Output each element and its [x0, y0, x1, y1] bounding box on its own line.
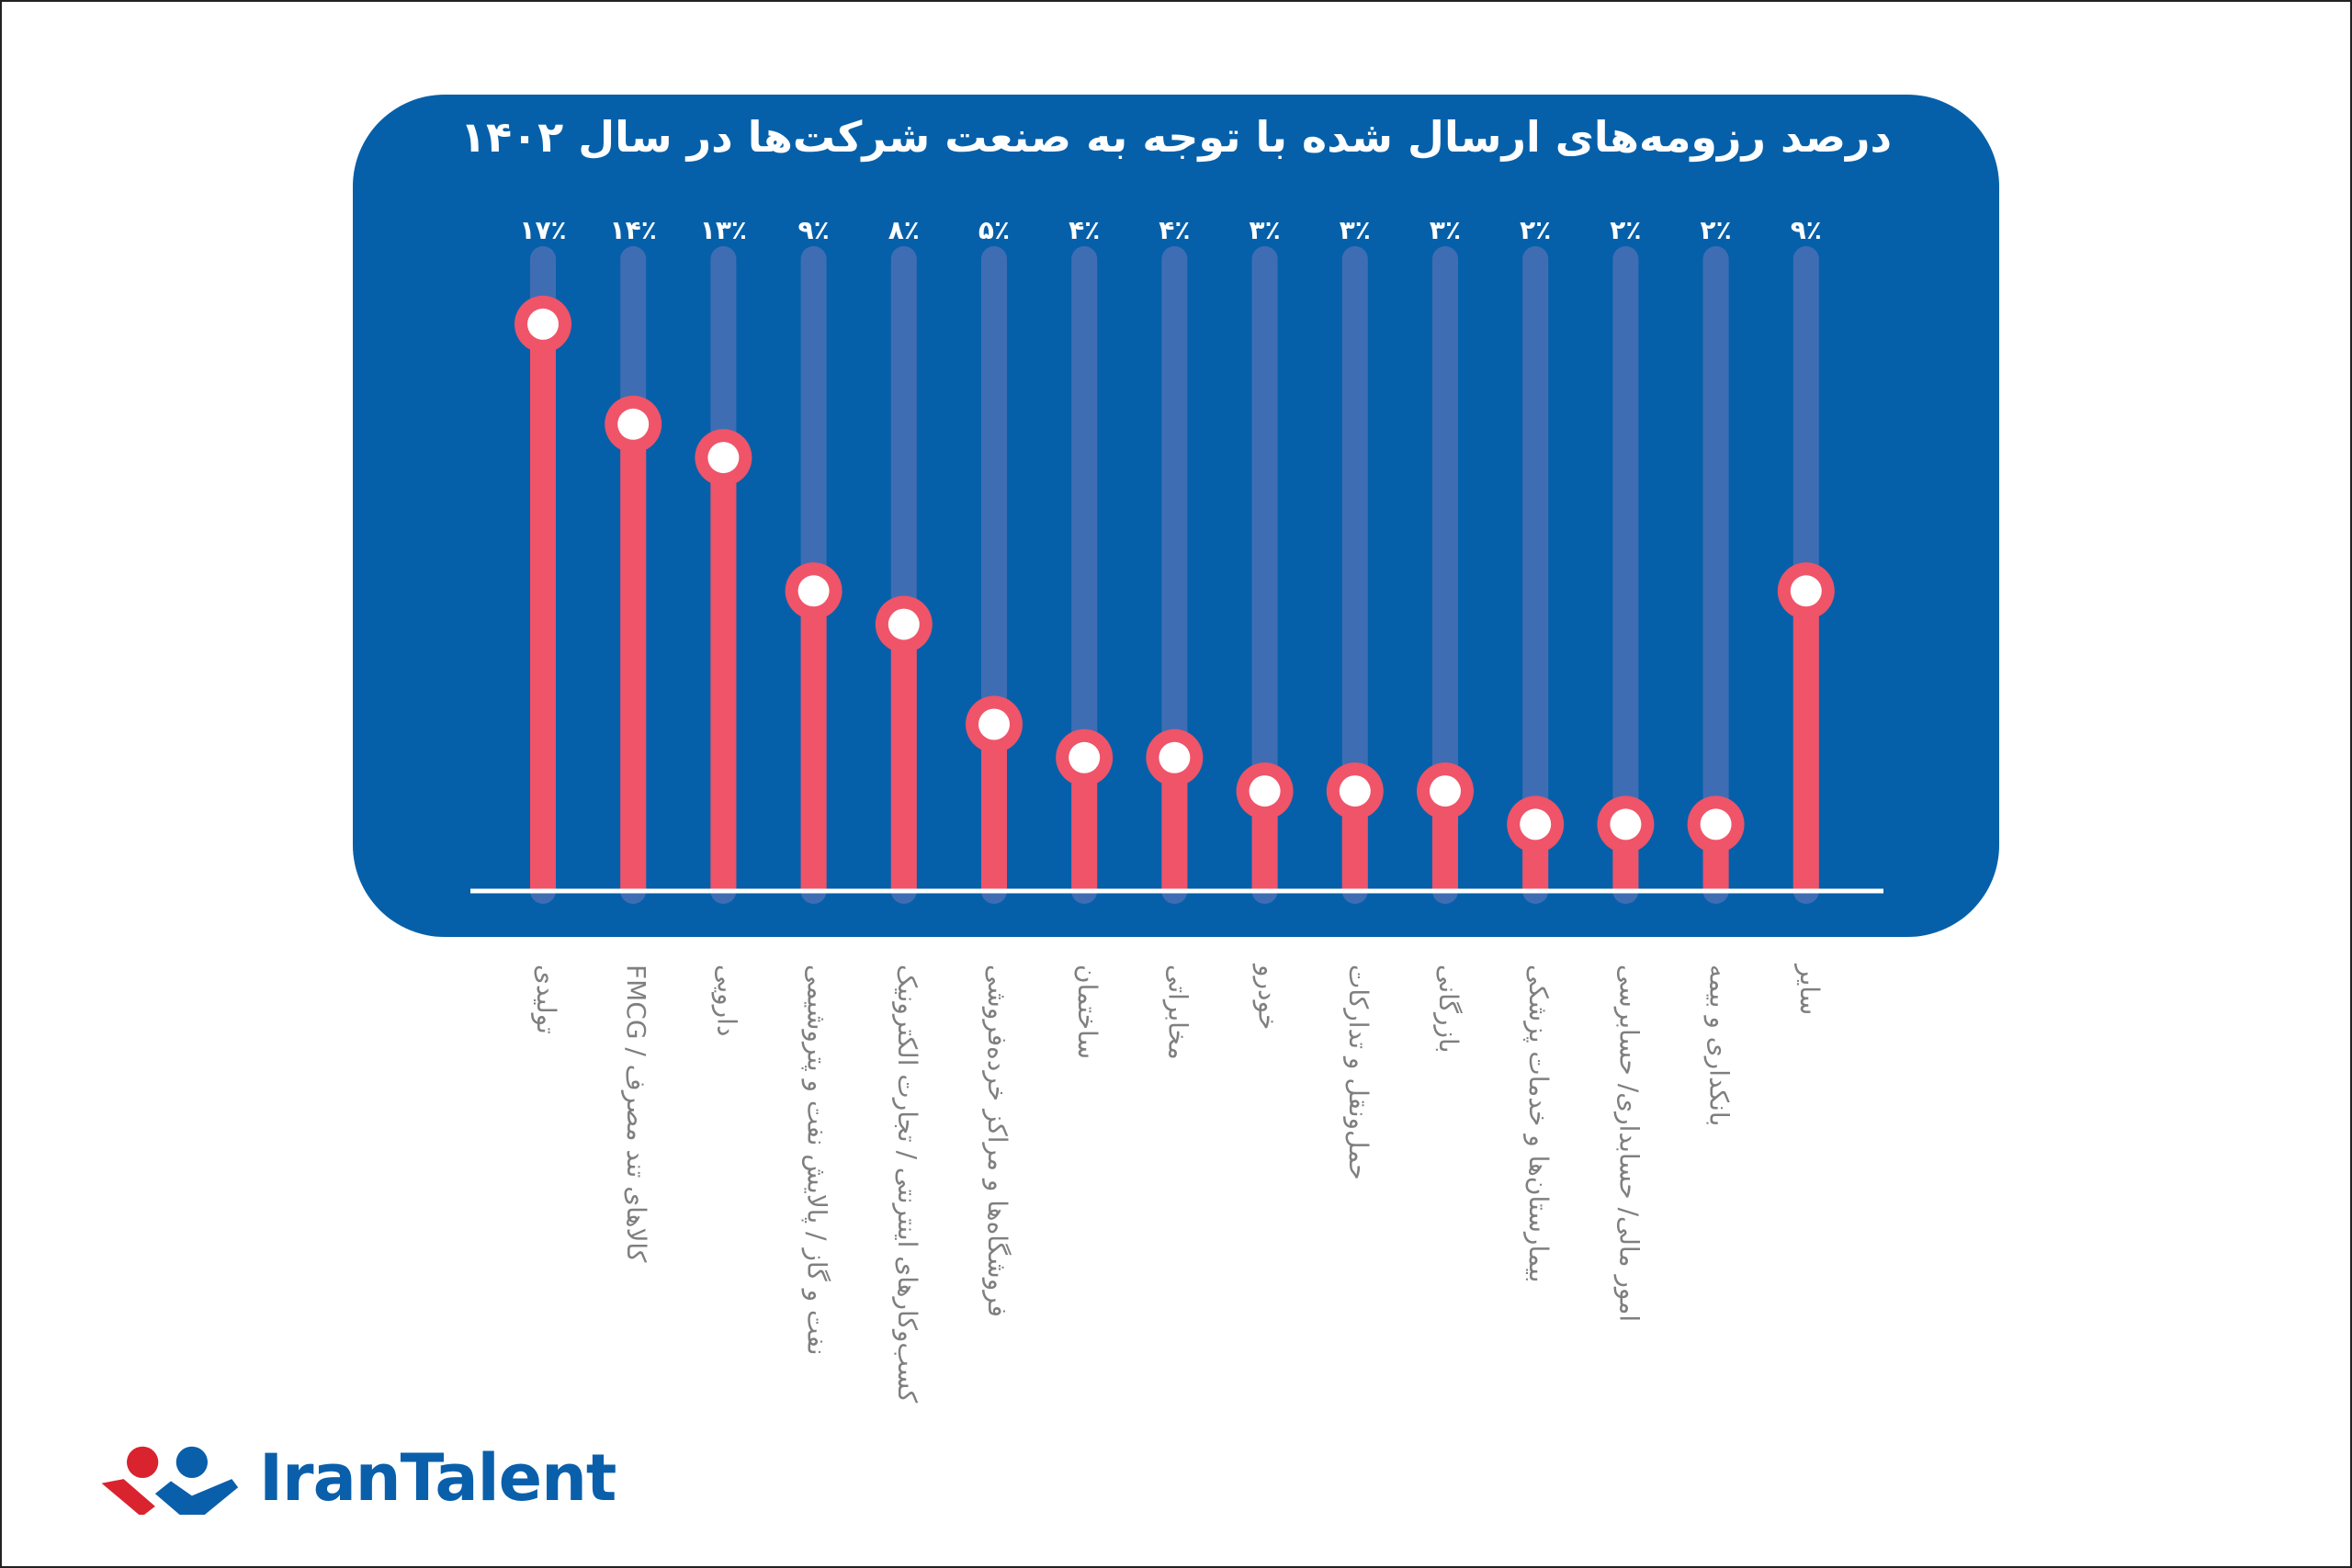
- category-label: تولیدی: [531, 964, 561, 1034]
- value-label: ۱۴٪: [609, 215, 657, 245]
- category-label: سایر: [1793, 964, 1825, 1016]
- category-label: کسب‌وکارهای اینترنتی / تجارت الکترونیک: [891, 964, 922, 1404]
- value-dot-center: [1520, 808, 1552, 840]
- value-label: ۴٪: [1159, 215, 1191, 245]
- category-label: نفت و گاز / پالایش نفت و پتروشیمی: [801, 964, 832, 1356]
- value-label: ۵٪: [978, 215, 1011, 245]
- category-label: فروشگاه‌ها و مراکز خرده‌فروشی: [982, 964, 1012, 1318]
- logo-text: IranTalent: [259, 1440, 616, 1516]
- value-dot-center: [1249, 775, 1281, 807]
- value-dot-center: [1430, 775, 1461, 807]
- value-dot-center: [1790, 575, 1822, 607]
- chart-title: درصد رزومه‌های ارسال شده با توجه به صنعت…: [459, 112, 1893, 162]
- category-label: بانکداری و بیمه: [1703, 964, 1735, 1127]
- category-label: امور مالی/ حسابداری/ حسابرسی: [1613, 964, 1645, 1323]
- value-dot-center: [1700, 808, 1732, 840]
- value-label: ۱۷٪: [519, 215, 567, 245]
- category-label: بازرگانی: [1433, 964, 1464, 1054]
- value-label: ۲٪: [1520, 215, 1552, 245]
- category-label: مخابراتی: [1162, 964, 1193, 1060]
- value-label: ۴٪: [1069, 215, 1101, 245]
- value-label: ۲٪: [1700, 215, 1732, 245]
- value-label: ۹٪: [1790, 215, 1822, 245]
- category-label: کالاهای تند مصرف / FMCG: [621, 964, 652, 1263]
- value-label: ۸٪: [888, 215, 920, 245]
- value-dot-center: [1339, 775, 1371, 807]
- value-dot-center: [617, 408, 650, 440]
- value-dot-center: [527, 308, 559, 340]
- value-label: ۱۳٪: [699, 215, 748, 245]
- value-label: ۳٪: [1249, 215, 1281, 245]
- value-dot-center: [797, 575, 830, 607]
- value-label: ۹٪: [797, 215, 830, 245]
- category-label: بیمارستان‌ها و خدمات پزشکی: [1523, 964, 1555, 1283]
- value-dot-center: [1159, 741, 1191, 773]
- value-dot-center: [978, 708, 1010, 740]
- logo-mark-icon: [101, 1446, 239, 1515]
- category-label: ساختمان: [1072, 964, 1103, 1060]
- value-dot-center: [888, 608, 920, 640]
- value-label: ۳٪: [1339, 215, 1371, 245]
- value-label: ۳٪: [1429, 215, 1462, 245]
- value-label: ۲٪: [1610, 215, 1642, 245]
- category-label: خودرو: [1252, 964, 1283, 1031]
- value-dot-center: [1610, 808, 1642, 840]
- category-label: دارویی: [711, 964, 742, 1037]
- irantalent-logo: IranTalent: [97, 1440, 616, 1516]
- value-dot-center: [707, 442, 740, 474]
- category-label: حمل‌ونقل و تدارکات: [1342, 964, 1374, 1180]
- value-dot-center: [1069, 741, 1101, 773]
